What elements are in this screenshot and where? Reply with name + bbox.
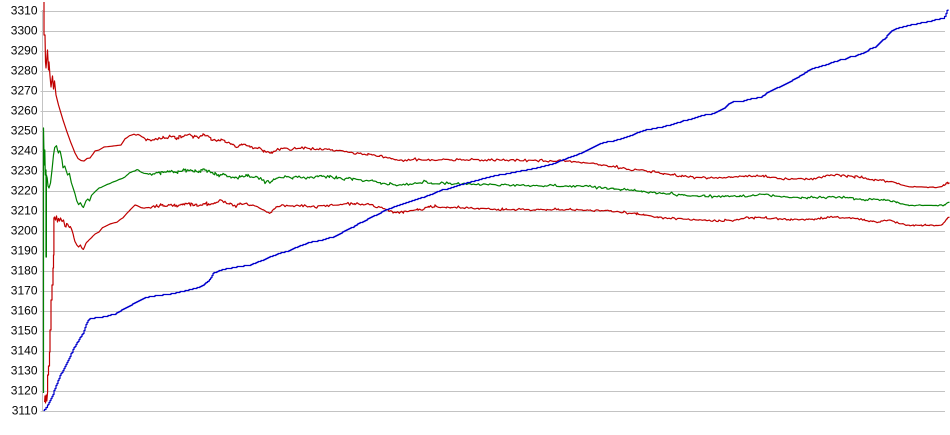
- svg-text:3160: 3160: [11, 304, 38, 318]
- svg-text:3270: 3270: [11, 84, 38, 98]
- svg-text:3140: 3140: [11, 344, 38, 358]
- svg-text:3210: 3210: [11, 204, 38, 218]
- svg-text:3190: 3190: [11, 244, 38, 258]
- svg-text:3150: 3150: [11, 324, 38, 338]
- svg-text:3280: 3280: [11, 64, 38, 78]
- svg-text:3250: 3250: [11, 124, 38, 138]
- svg-text:3120: 3120: [11, 384, 38, 398]
- svg-text:3230: 3230: [11, 164, 38, 178]
- svg-text:3180: 3180: [11, 264, 38, 278]
- svg-text:3110: 3110: [12, 404, 38, 418]
- svg-text:3240: 3240: [11, 144, 38, 158]
- svg-text:3310: 3310: [11, 4, 38, 18]
- svg-text:3300: 3300: [11, 24, 38, 38]
- svg-text:3290: 3290: [11, 44, 38, 58]
- svg-text:3170: 3170: [11, 284, 38, 298]
- svg-text:3220: 3220: [11, 184, 38, 198]
- svg-text:3130: 3130: [11, 364, 38, 378]
- svg-text:3200: 3200: [11, 224, 38, 238]
- svg-text:3260: 3260: [11, 104, 38, 118]
